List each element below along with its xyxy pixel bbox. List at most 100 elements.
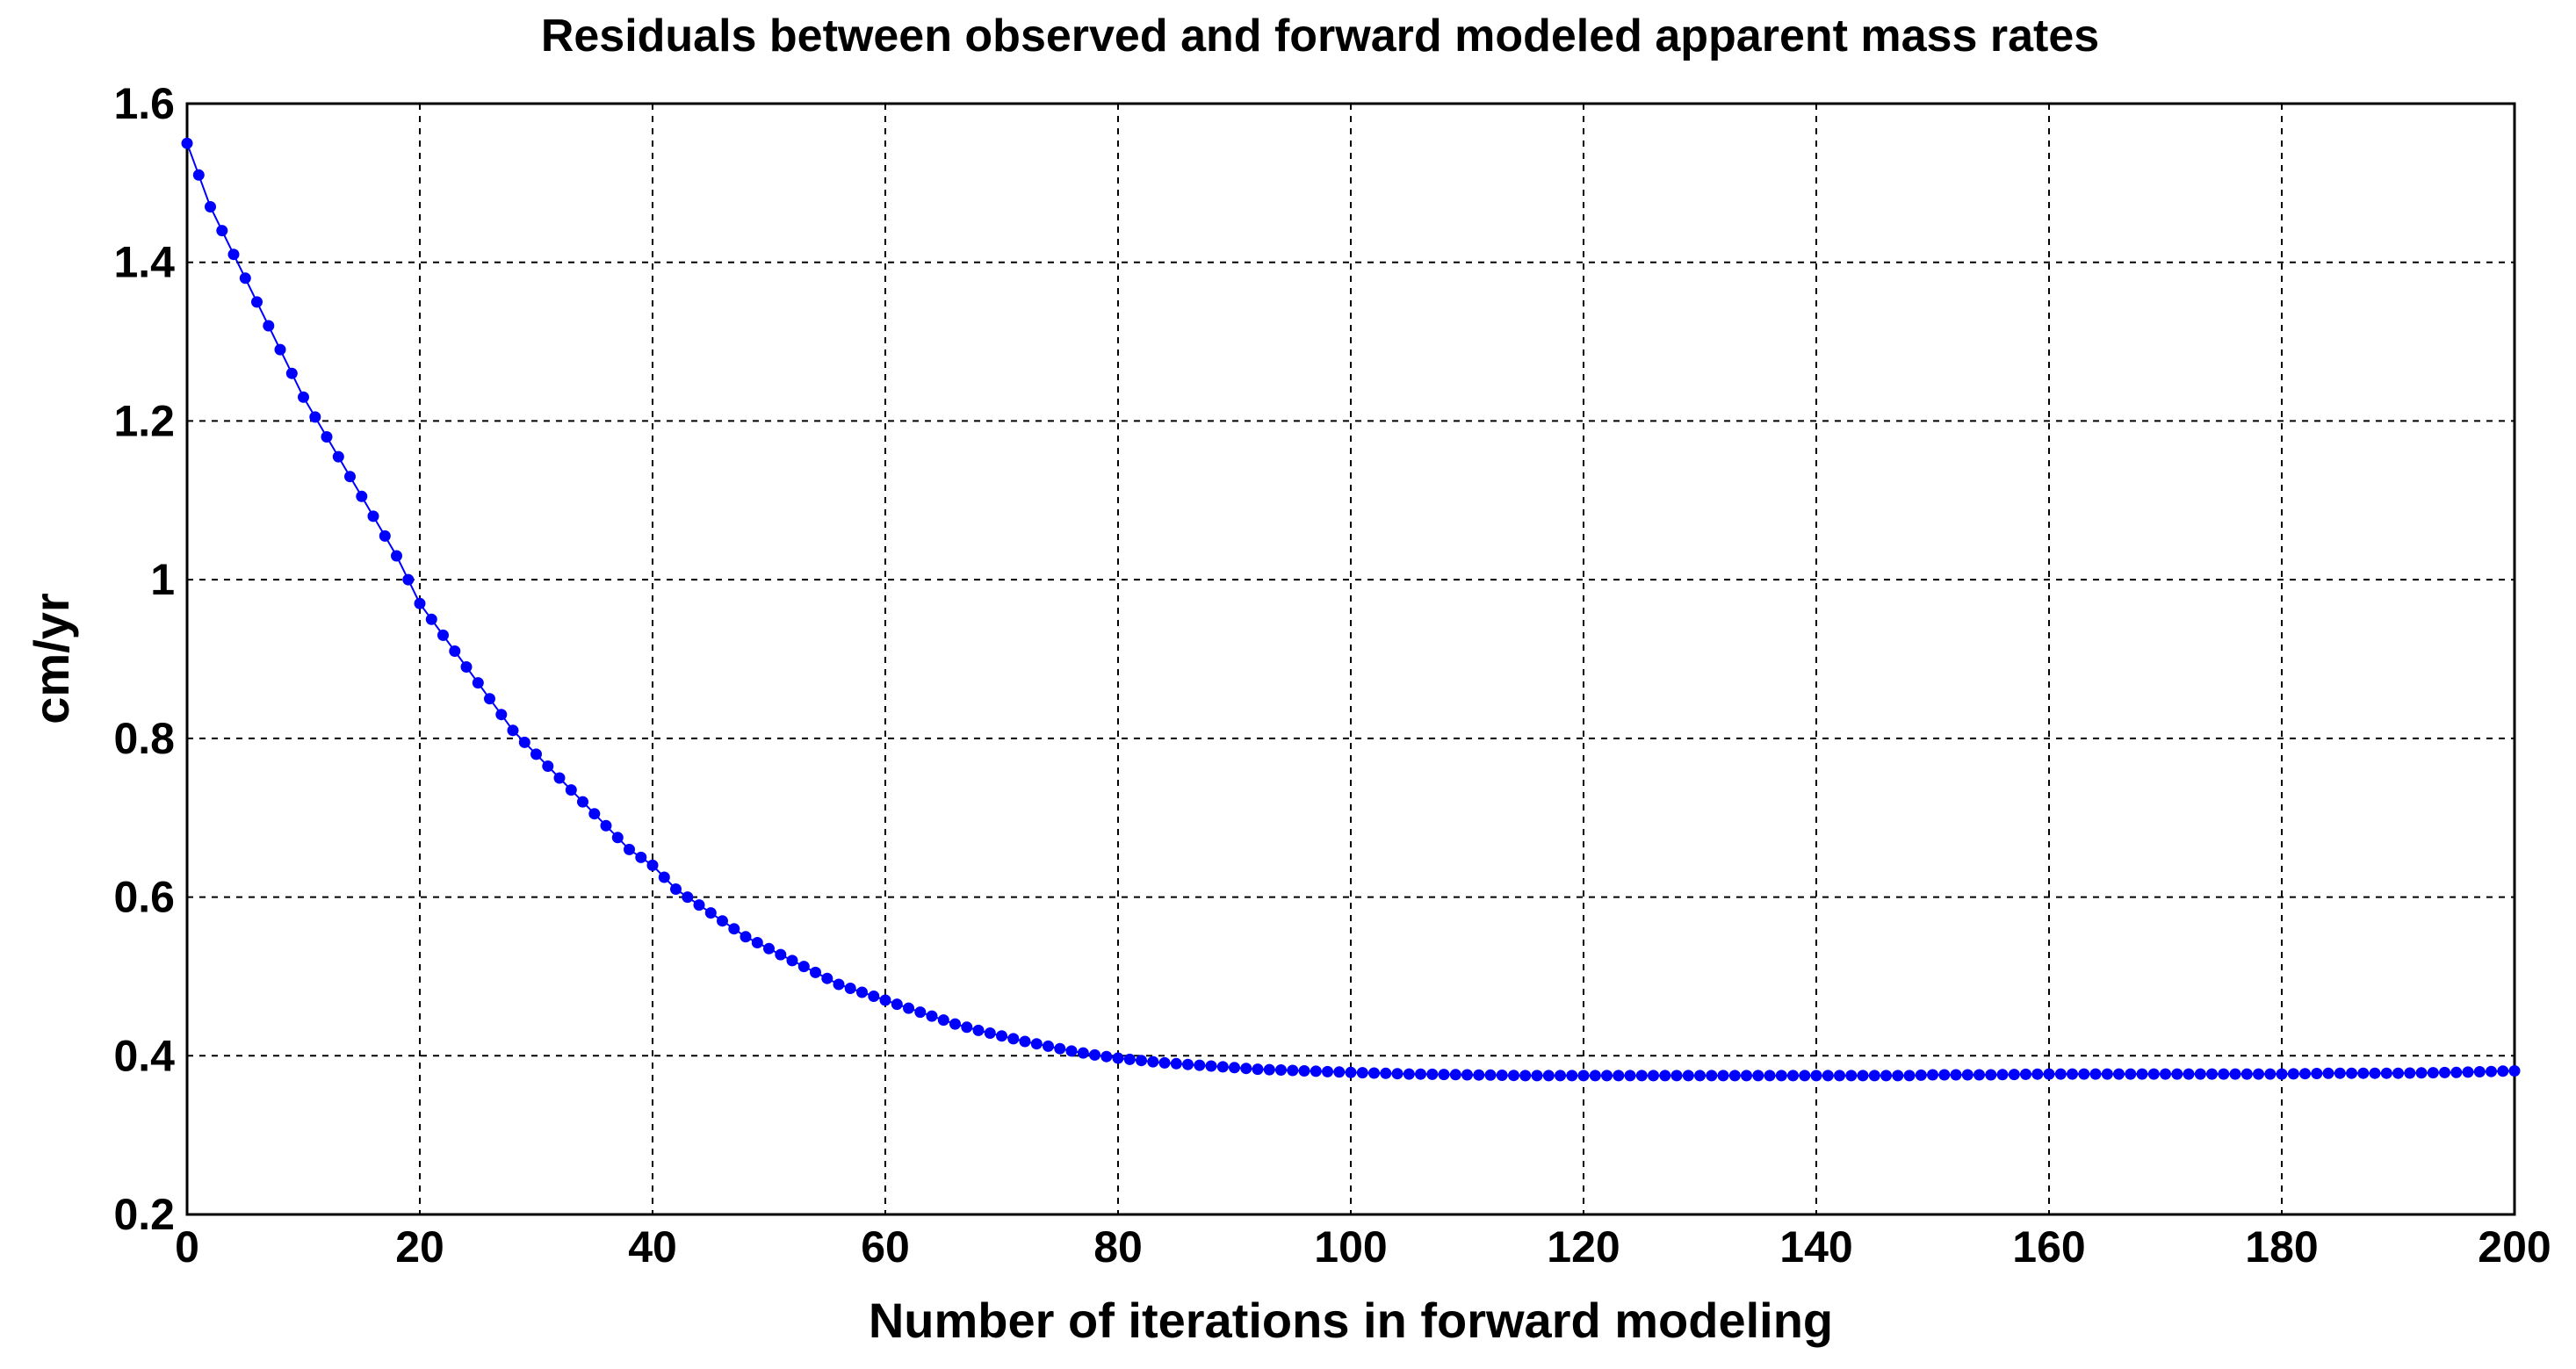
data-point [2171, 1068, 2183, 1080]
chart-title: Residuals between observed and forward m… [541, 11, 2099, 61]
data-point [1531, 1070, 1543, 1082]
data-point [1216, 1061, 1229, 1073]
data-point [1741, 1070, 1752, 1082]
data-point [717, 915, 728, 927]
data-point [2357, 1067, 2370, 1079]
data-point [775, 948, 787, 961]
y-tick-label: 1.4 [113, 238, 175, 287]
data-point [321, 431, 333, 443]
data-point [484, 693, 495, 705]
x-tick-label: 60 [861, 1222, 910, 1272]
data-point [1473, 1069, 1485, 1081]
data-point [425, 613, 437, 625]
data-point [2147, 1068, 2160, 1080]
data-point [2427, 1067, 2439, 1079]
data-point [1519, 1070, 1532, 1082]
data-point [181, 137, 193, 149]
data-point [205, 201, 216, 213]
data-point [682, 891, 694, 904]
data-point [216, 225, 228, 237]
y-tick-label: 0.8 [113, 714, 175, 763]
data-point [344, 471, 356, 483]
data-point [797, 961, 810, 973]
data-point [1240, 1063, 1252, 1075]
data-point [530, 748, 542, 760]
data-point [1229, 1062, 1240, 1074]
data-point [2287, 1068, 2299, 1080]
data-point [1682, 1070, 1694, 1082]
data-point [356, 490, 368, 502]
data-point [1426, 1068, 1439, 1080]
data-point [2136, 1068, 2148, 1080]
data-point [1508, 1070, 1519, 1082]
data-point [1880, 1070, 1892, 1082]
data-point [1577, 1070, 1590, 1082]
data-point [1706, 1070, 1718, 1082]
data-point [2439, 1066, 2450, 1078]
data-point [2334, 1067, 2346, 1079]
data-point [903, 1002, 914, 1014]
data-point [879, 994, 891, 1006]
data-point [553, 772, 566, 784]
data-point [1356, 1067, 1368, 1079]
data-point [972, 1024, 985, 1036]
data-point [391, 550, 402, 562]
x-tick-label: 80 [1093, 1222, 1143, 1272]
data-point [414, 597, 426, 609]
data-point [2369, 1067, 2381, 1079]
data-point [1077, 1047, 1089, 1059]
x-tick-label: 160 [2012, 1222, 2085, 1272]
data-point [751, 937, 763, 948]
data-point [263, 320, 275, 332]
data-point [763, 942, 775, 955]
data-point [2008, 1069, 2020, 1081]
data-point [2311, 1068, 2323, 1079]
x-tick-label: 180 [2245, 1222, 2318, 1272]
data-point [2078, 1068, 2090, 1080]
data-point [1043, 1040, 1054, 1052]
data-point [1555, 1070, 1566, 1082]
data-point [1542, 1070, 1555, 1082]
x-tick-label: 20 [395, 1222, 444, 1272]
x-tick-label: 40 [628, 1222, 677, 1272]
x-tick-label: 200 [2478, 1222, 2551, 1272]
data-point [1380, 1067, 1392, 1079]
data-point [588, 808, 601, 820]
x-tick-label: 140 [1779, 1222, 1852, 1272]
x-tick-label: 0 [175, 1222, 199, 1272]
data-point [600, 819, 612, 832]
data-point [2450, 1066, 2463, 1078]
data-point [1170, 1057, 1182, 1070]
data-point [1822, 1070, 1834, 1082]
data-point [192, 169, 205, 181]
data-point [2473, 1066, 2486, 1077]
data-point [1670, 1070, 1683, 1082]
data-point [786, 955, 798, 967]
data-point [1566, 1070, 1578, 1082]
data-point [518, 736, 530, 748]
data-point [309, 411, 321, 423]
y-tick-labels: 0.2 0.4 0.6 0.8 1 1.2 1.4 1.6 [113, 79, 175, 1239]
data-point [251, 296, 263, 308]
data-point [1694, 1070, 1706, 1082]
data-point [1123, 1053, 1136, 1065]
data-point [1391, 1068, 1403, 1080]
data-point [1194, 1059, 1206, 1071]
data-point [1298, 1065, 1310, 1077]
data-point [2253, 1068, 2264, 1080]
x-axis-label: Number of iterations in forward modeling [869, 1293, 1833, 1348]
data-point [1659, 1070, 1671, 1082]
data-point [1333, 1066, 1346, 1078]
data-point [1100, 1050, 1113, 1063]
data-point [2346, 1067, 2357, 1079]
data-point [1857, 1070, 1869, 1082]
data-point [2229, 1068, 2241, 1080]
data-point [1449, 1069, 1461, 1081]
data-point [1147, 1056, 1159, 1068]
data-point [2497, 1065, 2509, 1077]
data-point [670, 883, 682, 895]
data-point [1484, 1069, 1497, 1081]
data-point [635, 851, 647, 863]
data-point [1461, 1069, 1473, 1081]
